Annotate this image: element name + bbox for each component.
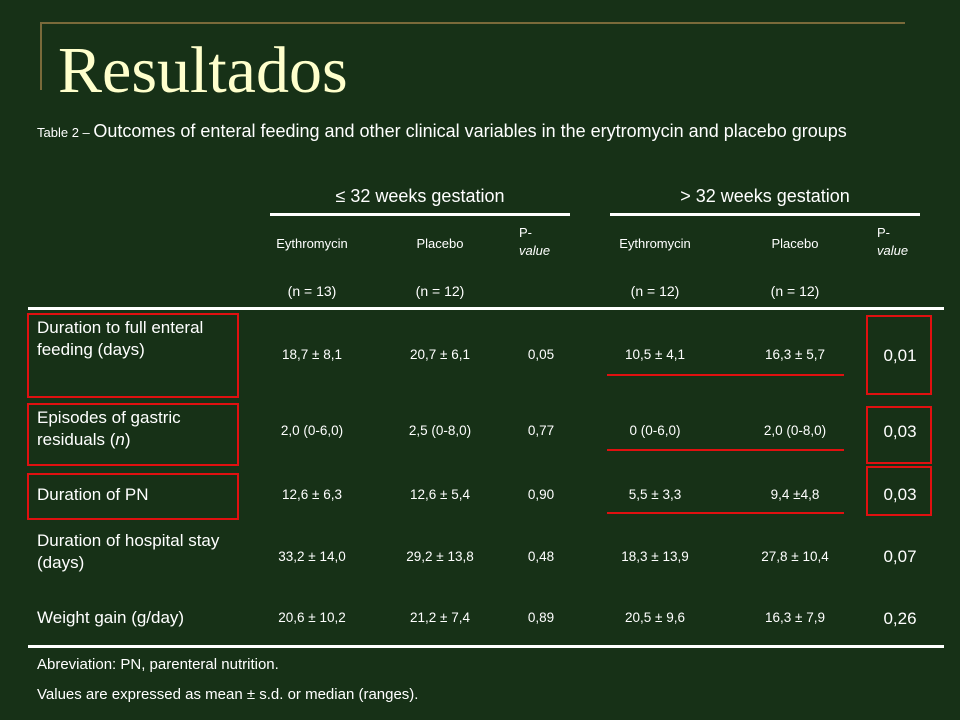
table-cell: 0,77 [527,423,555,438]
table-cell: 16,3 ± 7,9 [765,610,825,625]
group-underline-le32 [270,213,570,216]
table-cell: 20,6 ± 10,2 [278,610,346,625]
caption-prefix: Table 2 – [37,125,94,140]
row-label-duration-pn: Duration of PN [37,485,149,504]
row-label-hospital-stay: Duration of hospital stay (days) [37,531,220,572]
table-cell: 16,3 ± 5,7 [765,347,825,362]
highlight-box-row1-pvalue [866,315,932,395]
table-cell: 5,5 ± 3,3 [628,487,682,502]
table-cell: 0,89 [527,610,555,625]
col-header-placebo-gt32: Placebo [771,236,819,251]
highlight-underline-row3 [607,512,844,514]
group-underline-gt32 [610,213,920,216]
col-header-pvalue-le32: P- value [519,224,550,260]
table-cell: 0,05 [527,347,555,362]
row-label-n: n [115,430,125,449]
table-cell: 18,7 ± 8,1 [282,347,342,362]
decorative-left-rule [40,22,42,90]
pvalue-label-italic: value [519,243,551,258]
pvalue-label-italic: value [877,243,909,258]
row-label-gastric-residuals: Episodes of gastric residuals (n) [37,407,237,451]
col-n-placebo-le32: (n = 12) [415,283,465,299]
col-n-eythromycin-le32: (n = 13) [287,283,337,299]
footnote-values: Values are expressed as mean ± s.d. or m… [37,686,419,703]
table-cell: 0,48 [527,549,555,564]
table-cell-pvalue: 0,01 [883,346,917,365]
table-cell-pvalue: 0,07 [883,547,917,566]
table-cell: 33,2 ± 14,0 [278,549,346,564]
row-label-text: Episodes of gastric residuals ( [37,408,181,449]
highlight-box-row2-label [27,403,239,466]
table-cell: 9,4 ±4,8 [770,487,820,502]
highlight-underline-row2 [607,449,844,451]
pvalue-label: P- [519,225,532,240]
table-caption: Table 2 – Outcomes of enteral feeding an… [37,117,937,147]
highlight-underline-row1 [607,374,844,376]
table-header-rule [28,307,944,310]
highlight-box-row2-pvalue [866,406,932,464]
col-header-eythromycin-gt32: Eythromycin [619,236,691,251]
table-cell-pvalue: 0,26 [883,609,917,628]
highlight-box-row3-label [27,473,239,520]
table-cell: 12,6 ± 5,4 [410,487,470,502]
table-cell: 0,90 [527,487,555,502]
table-cell-pvalue: 0,03 [883,422,917,441]
footnote-abbreviation: Abreviation: PN, parenteral nutrition. [37,656,279,673]
table-cell: 27,8 ± 10,4 [761,549,829,564]
decorative-top-rule [40,22,905,24]
slide-title: Resultados [58,34,348,107]
table-bottom-rule [28,645,944,648]
table-cell: 2,0 (0-8,0) [763,423,827,438]
table-cell-pvalue: 0,03 [883,485,917,504]
col-n-eythromycin-gt32: (n = 12) [630,283,680,299]
col-header-pvalue-gt32: P- value [877,224,908,260]
table-cell: 12,6 ± 6,3 [282,487,342,502]
col-n-placebo-gt32: (n = 12) [770,283,820,299]
table-cell: 29,2 ± 13,8 [406,549,474,564]
row-label-weight-gain: Weight gain (g/day) [37,608,185,627]
group-header-gt32: > 32 weeks gestation [680,186,850,206]
caption-text: Outcomes of enteral feeding and other cl… [93,121,847,141]
col-header-placebo-le32: Placebo [416,236,464,251]
highlight-box-row3-pvalue [866,466,932,516]
table-cell: 21,2 ± 7,4 [410,610,470,625]
table-cell: 10,5 ± 4,1 [625,347,685,362]
row-label-full-enteral-feeding: Duration to full enteral feeding (days) [37,318,204,359]
table-cell: 18,3 ± 13,9 [621,549,689,564]
table-cell: 20,7 ± 6,1 [410,347,470,362]
col-header-eythromycin-le32: Eythromycin [276,236,348,251]
group-header-le32: ≤ 32 weeks gestation [335,186,505,206]
table-cell: 2,5 (0-8,0) [408,423,472,438]
row-label-close: ) [124,430,131,449]
highlight-box-row1-label [27,313,239,398]
pvalue-label: P- [877,225,890,240]
table-cell: 2,0 (0-6,0) [280,423,344,438]
table-cell: 0 (0-6,0) [629,423,681,438]
table-cell: 20,5 ± 9,6 [625,610,685,625]
